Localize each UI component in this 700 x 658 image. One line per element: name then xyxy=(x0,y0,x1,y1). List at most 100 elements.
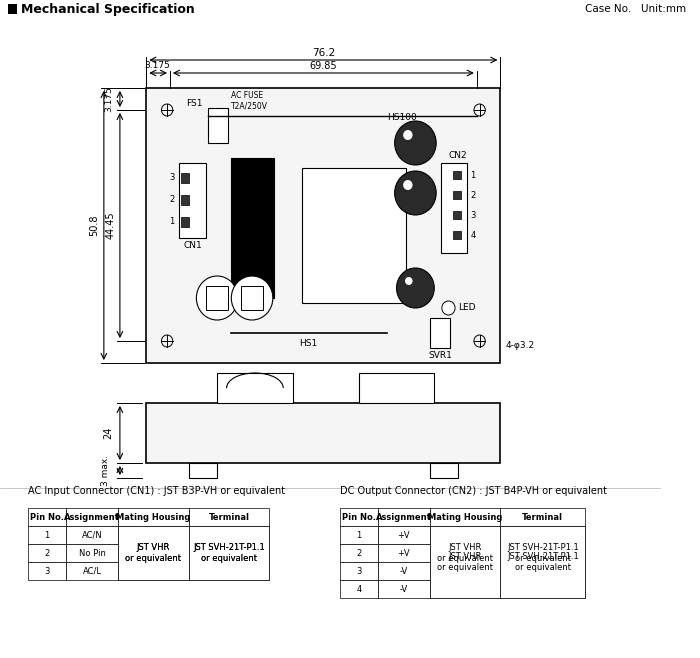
Bar xyxy=(430,526,500,598)
Text: JST SVH-21T-P1.1
or equivalent: JST SVH-21T-P1.1 or equivalent xyxy=(193,544,265,563)
Text: JST VHR
or equivalent: JST VHR or equivalent xyxy=(437,552,493,572)
Text: -V: -V xyxy=(400,584,407,594)
Circle shape xyxy=(396,268,434,308)
Bar xyxy=(340,562,377,580)
Bar xyxy=(118,544,189,562)
Text: Terminal: Terminal xyxy=(209,513,249,522)
Bar xyxy=(179,163,206,238)
Text: Pin No.: Pin No. xyxy=(30,513,64,522)
Bar xyxy=(146,403,500,463)
Bar xyxy=(340,544,377,562)
Bar xyxy=(189,562,269,580)
Text: Assignment: Assignment xyxy=(376,513,431,522)
Text: 24: 24 xyxy=(104,427,113,439)
Bar xyxy=(430,562,500,580)
Bar xyxy=(217,373,293,403)
Bar xyxy=(189,463,217,478)
Text: 3: 3 xyxy=(470,211,475,220)
Text: 2: 2 xyxy=(356,549,361,557)
Text: 3: 3 xyxy=(356,567,361,576)
Bar xyxy=(500,562,585,580)
Bar xyxy=(189,526,269,544)
Text: JST VHR
or equivalent: JST VHR or equivalent xyxy=(437,544,493,563)
Text: JST VHR
or equivalent: JST VHR or equivalent xyxy=(125,544,181,563)
Text: 69.85: 69.85 xyxy=(309,61,337,71)
Bar xyxy=(500,508,585,526)
Bar xyxy=(66,508,118,526)
Circle shape xyxy=(197,276,238,320)
Text: Mechanical Specification: Mechanical Specification xyxy=(21,3,195,16)
Text: 1: 1 xyxy=(45,530,50,540)
Bar xyxy=(241,286,263,310)
Bar xyxy=(340,580,377,598)
Bar xyxy=(302,168,406,303)
Text: 4-φ3.2: 4-φ3.2 xyxy=(505,340,534,349)
Bar xyxy=(118,526,189,544)
Text: JST SVH-21T-P1.1
or equivalent: JST SVH-21T-P1.1 or equivalent xyxy=(507,552,579,572)
Text: FS1: FS1 xyxy=(186,99,203,107)
Bar xyxy=(181,217,189,227)
Bar xyxy=(430,526,500,544)
Text: 76.2: 76.2 xyxy=(312,48,335,58)
Text: 1: 1 xyxy=(470,170,475,180)
Bar xyxy=(377,580,430,598)
Text: Terminal: Terminal xyxy=(522,513,564,522)
Circle shape xyxy=(442,301,455,315)
Bar xyxy=(66,544,118,562)
Bar xyxy=(208,108,228,143)
Text: 2: 2 xyxy=(169,195,175,205)
Text: JST VHR
or equivalent: JST VHR or equivalent xyxy=(125,544,181,563)
Bar xyxy=(28,544,66,562)
Bar xyxy=(28,562,66,580)
Text: 3.175: 3.175 xyxy=(145,61,171,70)
Text: 4: 4 xyxy=(470,230,475,240)
Text: +V: +V xyxy=(398,530,410,540)
Bar xyxy=(189,526,269,580)
Bar xyxy=(377,508,430,526)
Text: 44.45: 44.45 xyxy=(106,212,116,240)
Circle shape xyxy=(405,277,412,285)
Bar xyxy=(66,562,118,580)
Bar xyxy=(181,195,189,205)
Bar xyxy=(430,580,500,598)
Bar xyxy=(453,211,461,219)
Text: DC Output Connector (CN2) : JST B4P-VH or equivalent: DC Output Connector (CN2) : JST B4P-VH o… xyxy=(340,486,607,496)
Text: 3 max.: 3 max. xyxy=(102,455,110,486)
Bar xyxy=(359,373,434,403)
Bar xyxy=(377,544,430,562)
Text: AC/N: AC/N xyxy=(82,530,102,540)
Bar xyxy=(28,526,66,544)
Circle shape xyxy=(395,121,436,165)
Text: AC Input Connector (CN1) : JST B3P-VH or equivalent: AC Input Connector (CN1) : JST B3P-VH or… xyxy=(28,486,286,496)
Text: 1: 1 xyxy=(169,218,175,226)
Text: CN2: CN2 xyxy=(449,151,467,159)
Text: Case No.   Unit:mm: Case No. Unit:mm xyxy=(585,4,687,14)
Bar xyxy=(118,562,189,580)
Circle shape xyxy=(403,180,412,190)
Text: 2: 2 xyxy=(45,549,50,557)
Text: Pin No.: Pin No. xyxy=(342,513,376,522)
Bar xyxy=(453,171,461,179)
Text: 2: 2 xyxy=(470,191,475,199)
Text: JST SVH-21T-P1.1
or equivalent: JST SVH-21T-P1.1 or equivalent xyxy=(193,544,265,563)
Bar xyxy=(118,526,189,580)
Text: 3.175: 3.175 xyxy=(104,86,113,112)
Bar xyxy=(118,508,189,526)
Text: Assignment: Assignment xyxy=(64,513,120,522)
Text: No Pin: No Pin xyxy=(78,549,106,557)
Bar xyxy=(8,4,17,14)
Text: 50.8: 50.8 xyxy=(90,215,99,236)
Circle shape xyxy=(231,276,273,320)
Circle shape xyxy=(395,171,436,215)
Text: CN1: CN1 xyxy=(183,241,202,251)
Bar xyxy=(430,463,458,478)
Bar xyxy=(231,158,274,298)
Bar xyxy=(500,526,585,598)
Bar xyxy=(66,526,118,544)
Bar xyxy=(189,544,269,562)
Text: LED: LED xyxy=(458,303,475,313)
Bar xyxy=(377,562,430,580)
Bar xyxy=(441,163,468,253)
Text: HS1: HS1 xyxy=(300,338,318,347)
Text: 1: 1 xyxy=(356,530,361,540)
